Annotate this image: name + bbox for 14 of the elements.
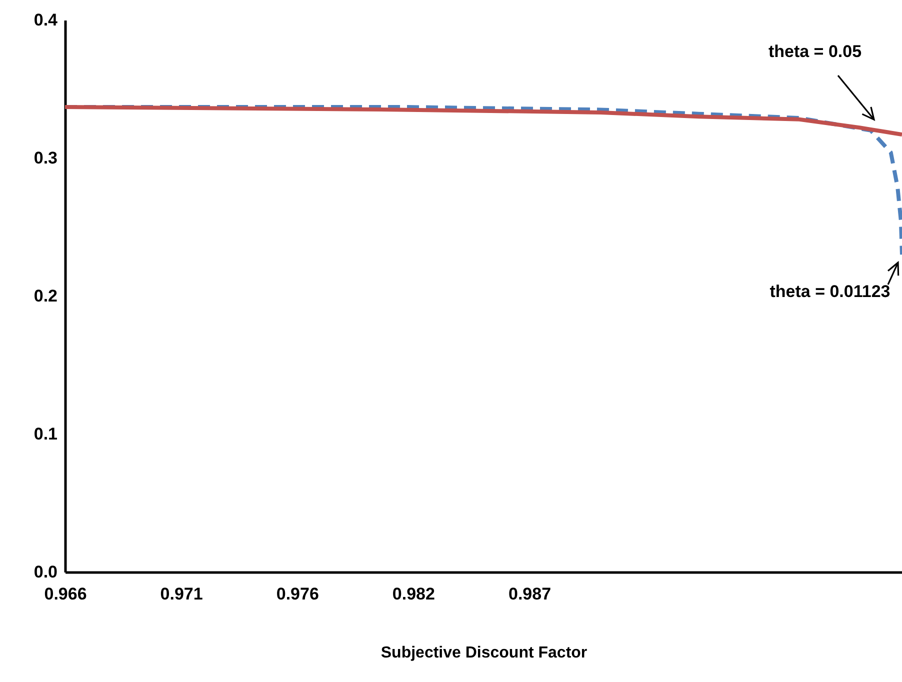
x-axis-title: Subjective Discount Factor xyxy=(380,644,588,662)
x-tick-label: 0.966 xyxy=(44,584,87,604)
y-tick-label: 0.4 xyxy=(34,10,58,30)
x-tick-label: 0.976 xyxy=(276,584,319,604)
series-label: theta = 0.01123 xyxy=(770,282,890,302)
y-tick-label: 0.3 xyxy=(34,148,58,168)
x-tick-label: 0.987 xyxy=(508,584,552,604)
x-tick-label: 0.971 xyxy=(160,584,203,604)
line-series xyxy=(65,104,902,137)
y-tick-label: 0.0 xyxy=(34,562,58,582)
text: theta = 0.05 xyxy=(768,42,862,62)
y-tick-label: 0.1 xyxy=(34,424,58,444)
y-tick-label: 0.2 xyxy=(34,286,58,306)
x-tick-label: 0.982 xyxy=(392,584,435,604)
